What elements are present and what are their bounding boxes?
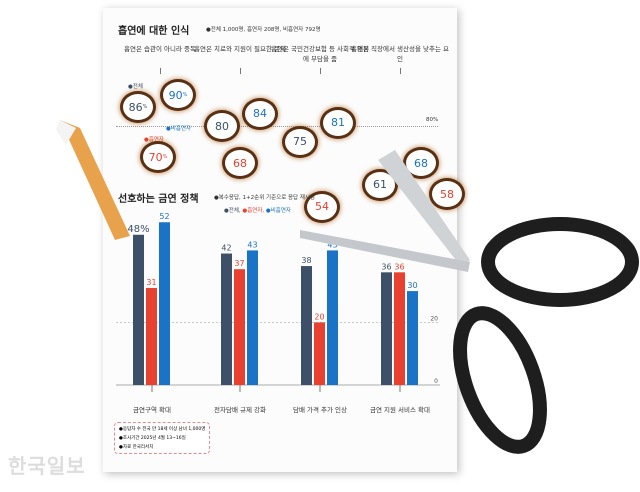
perception-title: 흡연에 대한 인식 <box>118 26 190 37</box>
bar-value-label: 37 <box>234 259 244 268</box>
point-nonsmoker: 84 <box>245 100 275 127</box>
point-nonsmoker: 90% <box>163 82 193 108</box>
bar-smoker <box>314 322 325 385</box>
point-all: 75 <box>285 128 315 155</box>
bar-smoker <box>234 269 245 385</box>
policy-legend: ●전체, ●흡연자, ●비흡연자 <box>224 206 291 214</box>
question-label: 흡연은 직장에서 생산성을 낮추는 요인 <box>351 45 449 63</box>
bar-nonsmoker <box>407 291 418 385</box>
bar-value-label: 43 <box>247 240 257 249</box>
reference-line-80 <box>116 126 438 127</box>
question-label: 흡연은 습관이 아니라 중독 <box>124 45 196 53</box>
bar-value-label: 43 <box>327 240 337 249</box>
category-label: 금연구역 확대 <box>133 405 171 414</box>
bar-value-label: 48% <box>127 224 149 235</box>
bar-value-label: 30 <box>407 281 417 290</box>
bar-all <box>381 272 392 385</box>
legend-nonsmoker: ●비흡연자 <box>265 208 291 214</box>
bar-smoker <box>394 272 405 385</box>
legend-nonsmoker: ●비흡연자 <box>166 126 192 132</box>
point-smoker: 68 <box>225 150 255 177</box>
question-tick <box>320 68 321 74</box>
point-all: 80 <box>207 113 237 139</box>
watermark-logo: 한국일보 <box>8 454 86 478</box>
bar-all <box>133 234 144 385</box>
bar-nonsmoker <box>327 250 338 385</box>
reference-label: 80% <box>426 117 439 123</box>
source-period: ●조사기간 2025년 4월 13~16일 <box>119 436 186 441</box>
question-label: 흡연은 국민건강보험 등 사회적 재정에 부담을 줌 <box>271 45 369 63</box>
category-label: 금연 지원 서비스 확대 <box>370 405 430 414</box>
source-box: ●응답자 수 전국 만 18세 이상 남녀 1,000명 ●조사기간 2025년… <box>114 422 210 454</box>
point-smoker: 70% <box>143 144 173 170</box>
point-smoker: 54 <box>307 193 337 220</box>
bar-smoker <box>146 287 157 385</box>
bar-all <box>301 266 312 385</box>
perception-subtitle: ●전체 1,000명, 흡연자 208명, 비흡연자 792명 <box>206 27 321 33</box>
bar-value-label: 42 <box>221 244 231 253</box>
legend-smoker: ●흡연자, <box>242 208 265 214</box>
question-label: 흡연은 치료와 지원이 필요한 문제 <box>194 45 286 53</box>
bar-value-label: 31 <box>146 278 156 287</box>
y-tick-label: 0 <box>434 378 438 385</box>
point-all: 86% <box>123 94 153 121</box>
source-respondents: ●응답자 수 전국 만 18세 이상 남녀 1,000명 <box>119 427 206 432</box>
policy-title: 선호하는 금연 정책 <box>118 194 199 205</box>
bar-value-label: 36 <box>394 262 404 271</box>
bar-value-label: 20 <box>314 312 324 321</box>
question-tick <box>400 68 401 74</box>
legend-all: ●전체, <box>224 208 241 214</box>
bar-value-label: 52 <box>159 212 169 221</box>
bar-nonsmoker <box>247 250 258 385</box>
source-org: ●자료 한국리서치 <box>119 445 154 450</box>
question-tick <box>240 68 241 74</box>
question-tick <box>160 68 161 74</box>
category-label: 전자담배 규제 강화 <box>214 405 266 414</box>
category-label: 담배 가격 추가 인상 <box>293 405 347 414</box>
bar-value-label: 38 <box>301 256 311 265</box>
y-tick-label: 20 <box>430 315 438 322</box>
legend-all: ●전체 <box>128 84 143 90</box>
point-nonsmoker: 81 <box>323 109 353 136</box>
policy-subtitle: ●복수응답, 1+2순위 기준으로 응답 재시함 <box>214 195 316 201</box>
bar-nonsmoker <box>159 222 170 385</box>
bar-value-label: 36 <box>381 262 391 271</box>
legend-smoker: ●흡연자 <box>144 137 164 143</box>
bar-all <box>221 253 232 385</box>
